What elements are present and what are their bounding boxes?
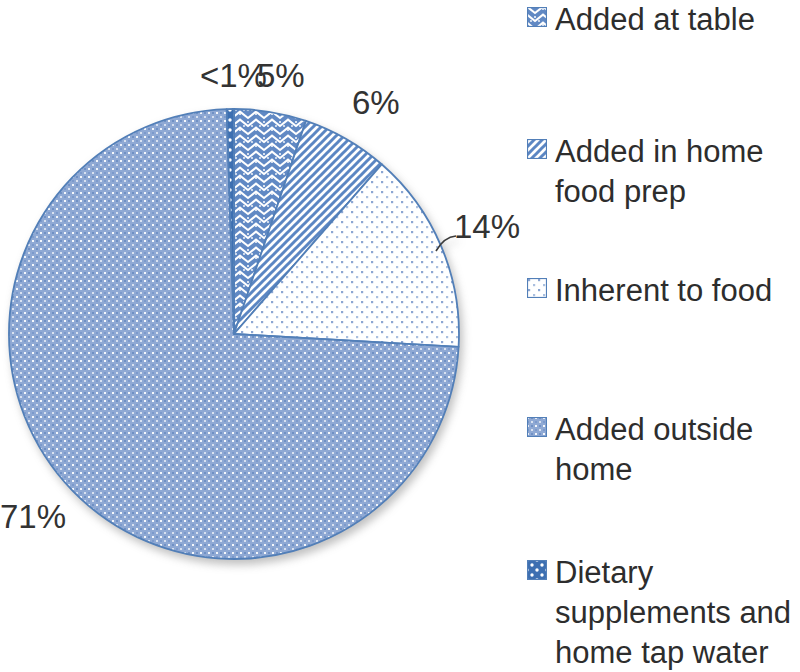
legend-swatch-dense-checker-icon <box>527 417 547 437</box>
legend-swatch-diagonal-stripes-icon <box>527 139 547 159</box>
legend-label: Added in home food prep <box>555 132 800 212</box>
data-label-added-in-home: 6% <box>352 84 400 122</box>
legend-swatch-basket-weave-icon <box>527 7 547 27</box>
legend-label: Inherent to food <box>555 271 772 311</box>
data-label-added-at-table: 5% <box>257 57 305 95</box>
legend-item-added-outside-home: Added outside home <box>527 410 800 490</box>
legend-swatch-dark-dotted-icon <box>527 560 547 580</box>
pie-chart-figure: <1% 5% 6% 14% 71% Added at table Added i… <box>0 0 800 672</box>
data-label-added-outside-home: 71% <box>0 498 66 536</box>
data-label-inherent-to-food: 14% <box>454 208 520 246</box>
legend-label: Added at table <box>555 0 755 40</box>
pie-slices <box>9 109 459 559</box>
legend: Added at table Added in home food prep I… <box>527 0 800 672</box>
legend-swatch-light-dots-icon <box>527 278 547 298</box>
legend-label: Dietary supplements and home tap water <box>555 553 800 672</box>
legend-item-dietary-supplements: Dietary supplements and home tap water <box>527 553 800 672</box>
legend-item-added-at-table: Added at table <box>527 0 755 40</box>
legend-item-added-in-home-food-prep: Added in home food prep <box>527 132 800 212</box>
legend-item-inherent-to-food: Inherent to food <box>527 271 772 311</box>
legend-label: Added outside home <box>555 410 800 490</box>
